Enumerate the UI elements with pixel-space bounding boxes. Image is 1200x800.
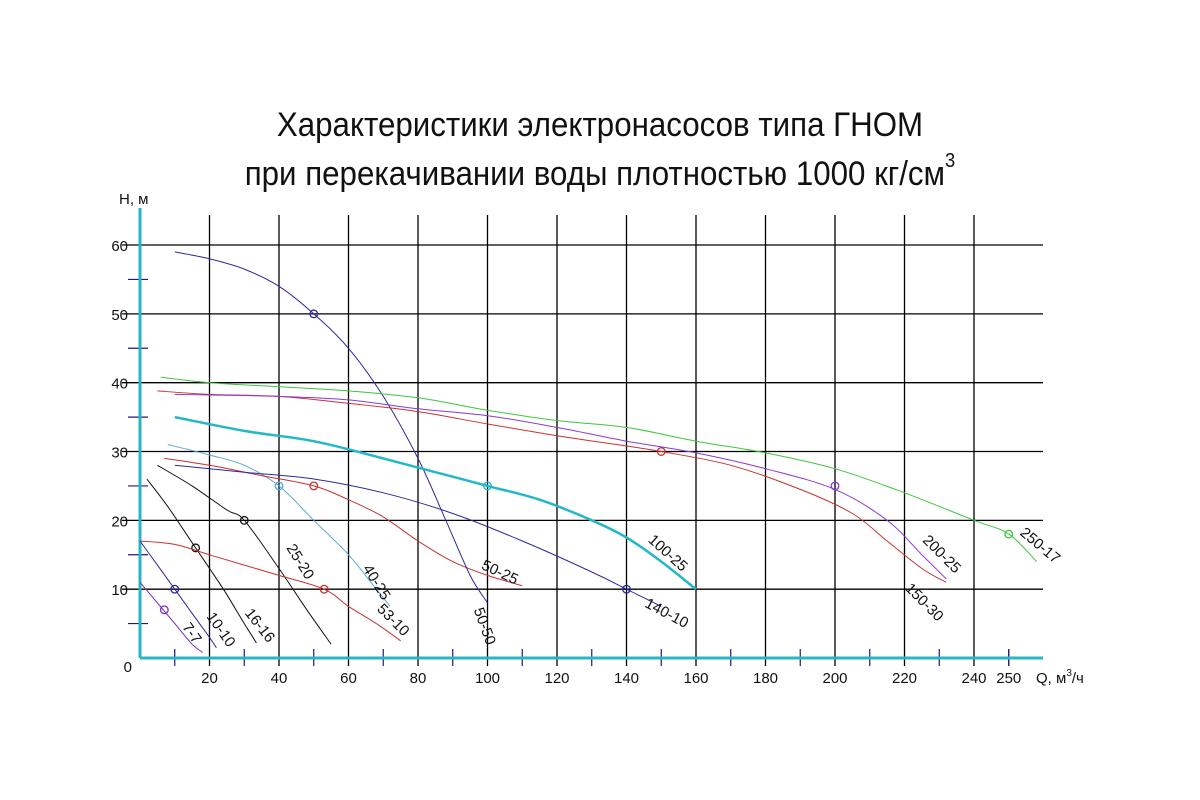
x-axis-label: Q, м3/ч xyxy=(1036,668,1084,687)
curve-line xyxy=(164,457,523,587)
chart-subtitle-superscript: 3 xyxy=(945,149,956,172)
curve-label: 250-17 xyxy=(1017,524,1064,567)
operating-point-marker xyxy=(483,481,492,491)
operating-point-marker xyxy=(309,309,319,319)
curve-50-25: 50-25 xyxy=(164,457,523,589)
y-tick-label: 10 xyxy=(111,582,128,599)
curve-line xyxy=(160,376,1037,562)
operating-point-marker xyxy=(656,447,666,456)
x-tick-label: 180 xyxy=(753,670,778,687)
x-tick-label: 120 xyxy=(544,670,569,687)
x-tick-label: 250 xyxy=(996,670,1021,687)
grid xyxy=(122,215,1043,666)
curve-line xyxy=(139,581,203,653)
curve-label: 50-25 xyxy=(479,557,521,589)
x-tick-label: 80 xyxy=(410,670,427,687)
chart-title: Характеристики электронасосов типа ГНОМ xyxy=(276,106,924,144)
curve-40-25: 40-25 xyxy=(167,444,394,607)
curve-label: 7-7 xyxy=(178,620,204,648)
curve-line xyxy=(157,464,332,645)
y-tick-label: 40 xyxy=(111,376,128,393)
operating-point-marker xyxy=(830,481,840,491)
operating-point-marker xyxy=(274,481,284,491)
curve-line xyxy=(139,540,217,648)
operating-point-marker xyxy=(309,481,319,491)
curve-line xyxy=(146,478,257,644)
curve-line xyxy=(174,415,697,591)
y-tick-label: 30 xyxy=(111,445,128,462)
curve-label: 10-10 xyxy=(203,609,239,650)
operating-point-marker xyxy=(159,605,169,615)
curve-line xyxy=(139,540,401,642)
x-tick-label: 200 xyxy=(822,670,847,687)
x-tick-label: 100 xyxy=(475,670,500,687)
operating-point-marker xyxy=(191,543,201,553)
curve-line xyxy=(174,464,662,607)
x-tick-label: 40 xyxy=(271,670,288,687)
chart-subtitle: при перекачивании воды плотностью 1000 к… xyxy=(48,150,1152,194)
curve-line xyxy=(174,251,488,604)
curve-line xyxy=(167,444,391,607)
x-tick-label: 140 xyxy=(614,670,639,687)
curve-label: 200-25 xyxy=(919,532,964,577)
operating-point-marker xyxy=(622,584,631,594)
operating-point-marker xyxy=(319,584,329,594)
x-tick-label: 240 xyxy=(961,670,986,687)
y-tick-label: 0 xyxy=(124,659,132,676)
curve-label: 25-20 xyxy=(283,541,318,583)
curve-label: 50-50 xyxy=(470,605,499,647)
curve-label: 40-25 xyxy=(359,562,394,604)
curve-label: 53-10 xyxy=(373,601,412,640)
curve-label: 16-16 xyxy=(241,605,278,646)
operating-point-marker xyxy=(1004,529,1014,539)
curve-line xyxy=(174,393,947,580)
chart-subtitle-text: при перекачивании воды плотностью 1000 к… xyxy=(244,155,946,193)
y-tick-label: 20 xyxy=(111,513,128,530)
y-axis-label: H, м xyxy=(119,191,148,208)
y-tick-label: 60 xyxy=(111,238,128,255)
curve-label: 150-30 xyxy=(902,580,947,625)
x-tick-label: 60 xyxy=(340,670,357,687)
x-tick-label: 160 xyxy=(683,670,708,687)
curve-100-25: 100-25 xyxy=(174,415,697,591)
curve-50-50: 50-50 xyxy=(174,251,499,647)
y-tick-label: 50 xyxy=(111,307,128,324)
curve-line xyxy=(157,390,947,583)
x-tick-label: 220 xyxy=(892,670,917,687)
operating-point-marker xyxy=(170,584,180,594)
curve-label: 140-10 xyxy=(642,595,691,632)
x-tick-label: 20 xyxy=(201,670,218,687)
operating-point-marker xyxy=(239,515,249,525)
